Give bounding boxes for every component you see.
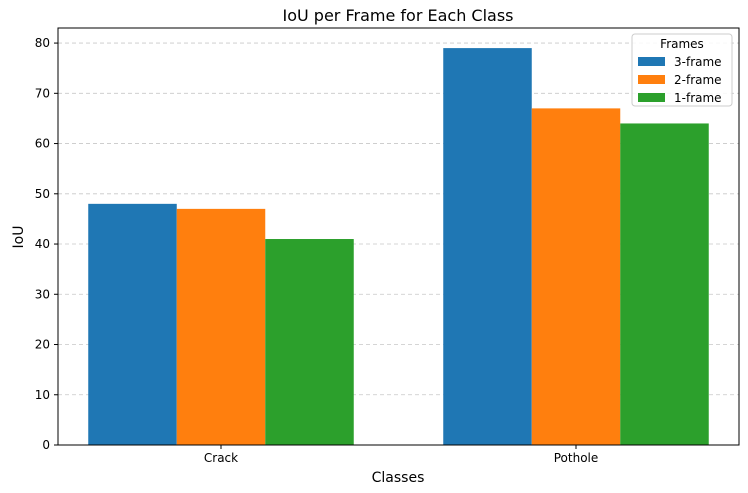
bar-crack-2-frame [176,208,266,445]
y-tick-label: 80 [35,36,50,50]
chart-title: IoU per Frame for Each Class [282,6,513,25]
plot-frame [57,27,740,446]
y-tick-label: 60 [35,137,50,151]
y-tick-label: 50 [35,187,50,201]
legend: Frames 3-frame 2-frame 1-frame [631,33,733,107]
legend-label: 3-frame [674,55,722,69]
bars [88,48,709,446]
legend-label: 1-frame [674,91,722,105]
y-axis: 0 10 20 30 40 50 60 70 80 [35,36,58,452]
legend-box [631,33,733,107]
y-tick-label: 20 [35,338,50,352]
legend-title: Frames [660,37,704,51]
y-tick-label: 40 [35,237,50,251]
bar-pothole-1-frame [620,123,709,446]
x-tick-label: Pothole [554,451,599,465]
bar-crack-1-frame [265,239,354,445]
x-axis-label: Classes [372,470,425,486]
y-tick-label: 0 [42,438,50,452]
legend-label: 2-frame [674,73,722,87]
y-tick-label: 30 [35,287,50,301]
x-axis: Crack Pothole [204,445,598,465]
y-tick-label: 70 [35,86,50,100]
y-tick-label: 10 [35,388,50,402]
y-axis-label: IoU [11,226,27,249]
x-tick-label: Crack [204,451,238,465]
legend-swatch [638,93,665,102]
legend-swatch [638,57,665,66]
bar-crack-3-frame [88,203,177,445]
bar-pothole-3-frame [443,48,532,446]
bar-pothole-2-frame [531,108,621,445]
legend-swatch [638,75,665,84]
